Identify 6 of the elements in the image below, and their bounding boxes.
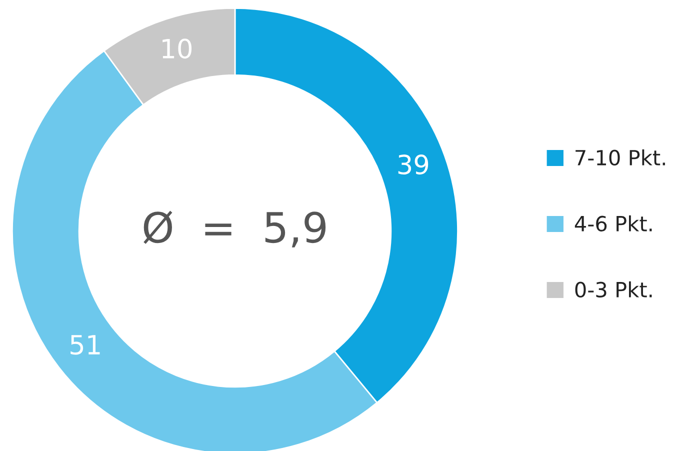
data-label: 39 bbox=[398, 154, 428, 175]
legend-label: 4-6 Pkt. bbox=[574, 215, 652, 232]
legend-label: 7-10 Pkt. bbox=[576, 149, 665, 166]
data-label: 51 bbox=[70, 335, 100, 355]
legend-label: 0-3 Pkt. bbox=[575, 281, 652, 298]
text: Ø = 5,9 bbox=[144, 210, 326, 248]
